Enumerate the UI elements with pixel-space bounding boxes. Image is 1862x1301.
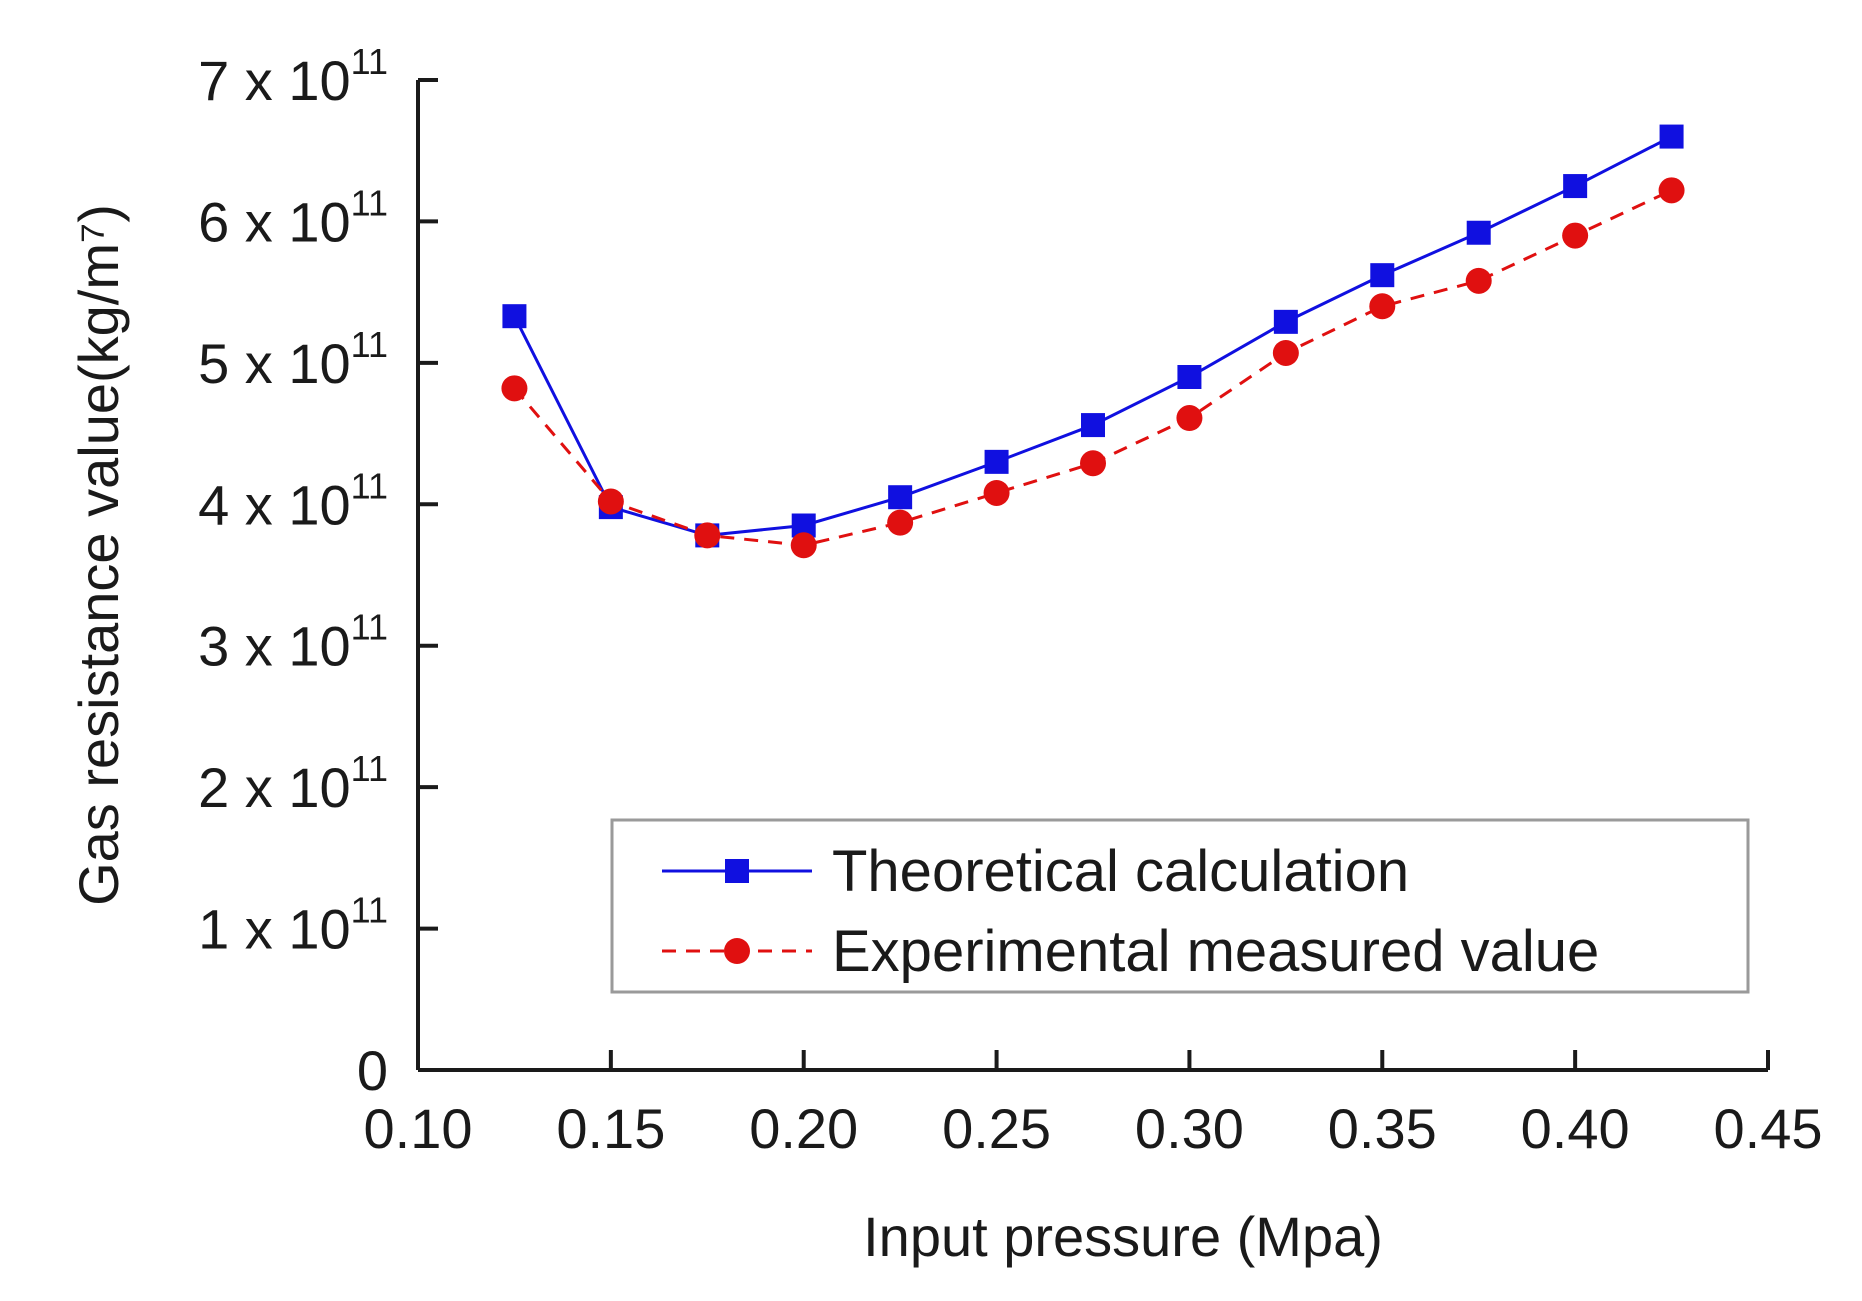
series-theoretical (502, 124, 1684, 548)
x-tick-label: 0.35 (1328, 1097, 1437, 1160)
x-axis-title: Input pressure (Mpa) (863, 1205, 1383, 1268)
y-tick-label: 0 (357, 1039, 388, 1102)
x-tick-label: 0.45 (1714, 1097, 1823, 1160)
legend-marker-experimental (724, 938, 750, 964)
theoretical-point (1273, 309, 1298, 334)
legend: Theoretical calculation Experimental mea… (610, 818, 1750, 994)
legend-label-experimental: Experimental measured value (832, 919, 1599, 984)
theoretical-point (984, 449, 1009, 474)
x-tick-label: 0.40 (1521, 1097, 1630, 1160)
y-tick-label: 6 x 1011 (198, 182, 388, 253)
theoretical-point (1659, 124, 1684, 149)
y-tick-label: 5 x 1011 (198, 324, 388, 395)
y-tick-label: 2 x 1011 (198, 748, 388, 819)
experimental-point (887, 509, 914, 536)
experimental-point (694, 522, 721, 549)
legend-label-theoretical: Theoretical calculation (832, 839, 1409, 904)
y-tick-label: 3 x 1011 (198, 607, 388, 678)
x-tick-label: 0.10 (364, 1097, 473, 1160)
experimental-point (1080, 450, 1106, 477)
plot-area (501, 124, 1685, 559)
theoretical-point (1466, 220, 1491, 245)
y-axis-title: Gas resistance value(kg/m⁷) (67, 204, 130, 906)
x-tick-label: 0.30 (1135, 1097, 1244, 1160)
theoretical-point (1081, 413, 1105, 438)
legend-box (610, 818, 1750, 994)
theoretical-point (1370, 263, 1395, 288)
experimental-point (1562, 222, 1589, 249)
experimental-point (983, 479, 1010, 506)
experimental-point (1369, 293, 1396, 320)
x-tick-label: 0.20 (749, 1097, 858, 1160)
y-tick-label: 4 x 1011 (198, 465, 388, 536)
theoretical-point (888, 485, 913, 510)
y-tick-label: 7 x 1011 (198, 41, 388, 112)
experimental-line (513, 188, 1673, 547)
theoretical-point (1177, 365, 1202, 389)
axes: 0.10 0.15 0.20 0.25 0.30 0.35 0.40 0.45 0 1 x 101… (67, 41, 1823, 1268)
experimental-point (1658, 177, 1685, 204)
experimental-point (1176, 405, 1203, 432)
experimental-point (790, 532, 817, 559)
theoretical-point (502, 304, 527, 329)
series-experimental (501, 177, 1685, 559)
experimental-point (1465, 267, 1492, 294)
legend-marker-theoretical (725, 859, 749, 883)
x-tick-label: 0.25 (942, 1097, 1051, 1160)
experimental-point (597, 488, 624, 515)
theoretical-point (1563, 174, 1588, 199)
x-tick-label: 0.15 (556, 1097, 665, 1160)
experimental-point (501, 375, 528, 402)
y-tick-label: 1 x 1011 (198, 890, 388, 961)
experimental-point (1272, 339, 1299, 366)
